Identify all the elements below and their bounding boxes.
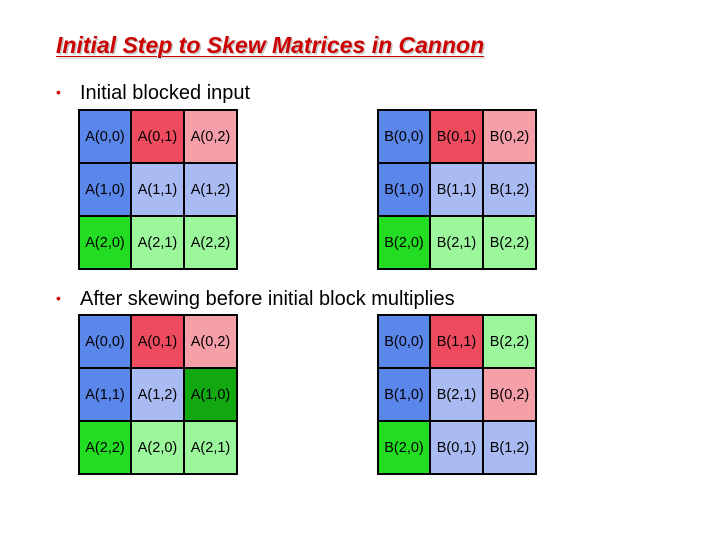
matrix-block-cell: B(1,0) (378, 163, 430, 216)
matrix-block-cell: A(0,0) (79, 110, 131, 163)
matrix-block-cell: B(1,2) (483, 163, 536, 216)
matrix-block-cell: A(0,2) (184, 315, 237, 368)
matrix-block-cell: B(0,2) (483, 368, 536, 421)
grid-skewed-b: B(0,0) B(1,1) B(2,2) B(1,0) B(2,1) B(0,2) B(2,… (377, 314, 537, 475)
matrix-block-cell: A(1,1) (131, 163, 184, 216)
grid-skewed-a: A(0,0) A(0,1) A(0,2) A(1,1) A(1,2) A(1,0) A(2,… (78, 314, 238, 475)
matrix-block-cell: A(2,0) (79, 216, 131, 269)
matrix-block-cell: B(0,0) (378, 110, 430, 163)
matrix-block-cell: A(2,1) (184, 421, 237, 474)
matrix-block-cell: B(2,2) (483, 315, 536, 368)
bullet-initial-input: • Initial blocked input (56, 80, 250, 105)
matrix-block-cell: A(2,2) (79, 421, 131, 474)
matrix-block-cell: B(2,1) (430, 368, 483, 421)
matrix-block-cell: A(0,0) (79, 315, 131, 368)
slide-title: Initial Step to Skew Matrices in Cannon (56, 32, 485, 58)
matrix-block-cell: A(1,2) (184, 163, 237, 216)
matrix-block-cell: A(1,0) (79, 163, 131, 216)
matrix-block-cell: A(2,2) (184, 216, 237, 269)
matrix-block-cell: B(0,2) (483, 110, 536, 163)
matrix-block-cell: B(0,1) (430, 110, 483, 163)
matrix-block-cell: A(1,2) (131, 368, 184, 421)
matrix-block-cell: B(0,0) (378, 315, 430, 368)
matrix-block-cell: A(2,1) (131, 216, 184, 269)
bullet-after-skewing: • After skewing before initial block mult… (56, 286, 455, 311)
matrix-block-cell: A(1,1) (79, 368, 131, 421)
matrix-block-cell: B(2,1) (430, 216, 483, 269)
matrix-block-cell: A(2,0) (131, 421, 184, 474)
matrix-block-cell: B(1,2) (483, 421, 536, 474)
matrix-block-cell: A(0,2) (184, 110, 237, 163)
matrix-block-cell: B(2,0) (378, 421, 430, 474)
matrix-block-cell: B(1,1) (430, 315, 483, 368)
bullet-dot-icon: • (56, 84, 61, 100)
bullet-text: Initial blocked input (80, 82, 251, 104)
grid-initial-b: B(0,0) B(0,1) B(0,2) B(1,0) B(1,1) B(1,2) B(2,… (377, 109, 537, 270)
matrix-block-cell: B(2,2) (483, 216, 536, 269)
matrix-block-cell: B(0,1) (430, 421, 483, 474)
bullet-dot-icon: • (56, 290, 61, 306)
matrix-block-cell: A(1,0) (184, 368, 237, 421)
matrix-block-cell: B(1,0) (378, 368, 430, 421)
matrix-block-cell: B(1,1) (430, 163, 483, 216)
matrix-block-cell: A(0,1) (131, 110, 184, 163)
matrix-block-cell: A(0,1) (131, 315, 184, 368)
grid-initial-a: A(0,0) A(0,1) A(0,2) A(1,0) A(1,1) A(1,2) A(2,… (78, 109, 238, 270)
bullet-text: After skewing before initial block multi… (80, 288, 455, 310)
matrix-block-cell: B(2,0) (378, 216, 430, 269)
